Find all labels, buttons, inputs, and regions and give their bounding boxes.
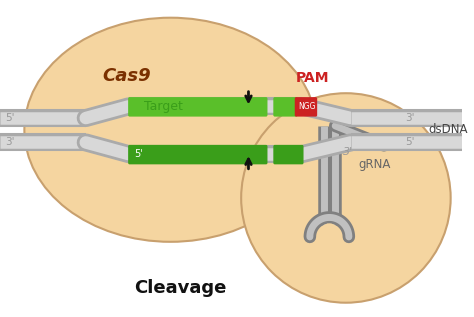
Text: Cas9: Cas9 — [102, 67, 151, 85]
Text: NGG: NGG — [298, 102, 316, 111]
Text: 3': 3' — [343, 147, 353, 157]
Text: PAM: PAM — [296, 71, 330, 85]
Text: 5': 5' — [5, 113, 14, 123]
Text: 5': 5' — [135, 149, 143, 159]
FancyBboxPatch shape — [128, 97, 267, 117]
FancyBboxPatch shape — [273, 145, 303, 164]
FancyBboxPatch shape — [295, 97, 317, 117]
Text: gRNA: gRNA — [358, 158, 391, 171]
Text: 3': 3' — [5, 138, 14, 147]
FancyBboxPatch shape — [273, 97, 298, 117]
FancyBboxPatch shape — [128, 145, 267, 164]
Text: dsDNA: dsDNA — [429, 123, 468, 136]
Text: 5': 5' — [405, 138, 415, 147]
Circle shape — [319, 223, 339, 243]
Text: Target: Target — [144, 100, 183, 113]
Ellipse shape — [241, 93, 451, 303]
Text: 3': 3' — [405, 113, 415, 123]
Ellipse shape — [24, 18, 317, 242]
Bar — [327, 229, 332, 245]
Text: Cleavage: Cleavage — [134, 279, 227, 297]
